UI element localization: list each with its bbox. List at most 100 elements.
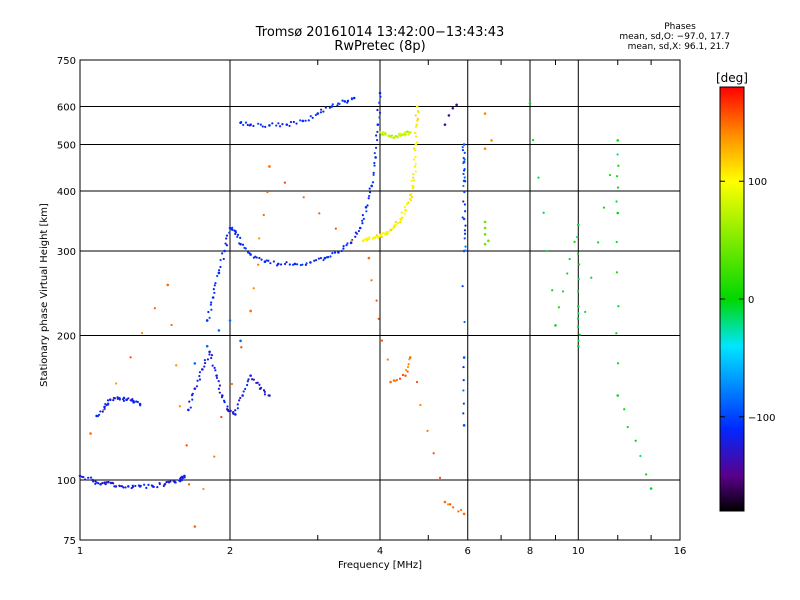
data-point xyxy=(623,408,626,411)
data-point xyxy=(362,217,365,220)
data-point xyxy=(252,287,255,290)
data-point xyxy=(367,197,370,200)
data-point xyxy=(252,378,255,381)
data-point xyxy=(364,205,368,209)
data-point xyxy=(320,108,323,111)
data-point xyxy=(127,397,130,400)
data-point xyxy=(374,146,378,149)
data-point xyxy=(134,484,137,488)
data-point xyxy=(462,389,465,392)
data-point xyxy=(153,307,156,310)
data-point xyxy=(193,362,197,365)
data-point xyxy=(174,481,177,484)
y-tick-label: 300 xyxy=(57,247,76,258)
data-point xyxy=(368,191,372,194)
data-point xyxy=(461,148,465,152)
data-point xyxy=(373,161,376,165)
data-point xyxy=(617,164,620,167)
data-point xyxy=(375,134,378,137)
data-point xyxy=(319,111,322,114)
data-point xyxy=(370,279,373,282)
data-point xyxy=(349,241,353,245)
x-tick-label: 1 xyxy=(77,546,83,557)
data-point xyxy=(463,167,466,171)
data-point xyxy=(193,387,197,390)
data-point xyxy=(561,290,565,293)
data-point xyxy=(219,258,222,262)
data-point xyxy=(180,478,184,482)
data-point xyxy=(463,320,466,324)
phase-stats-heading: Phases xyxy=(664,22,696,32)
data-point xyxy=(213,284,216,287)
data-point xyxy=(316,112,320,115)
data-point xyxy=(301,263,304,266)
data-point xyxy=(463,232,467,235)
colorbar-label: [deg] xyxy=(716,71,748,85)
data-point xyxy=(99,482,102,486)
data-point xyxy=(464,224,467,227)
data-point xyxy=(487,239,490,243)
data-point xyxy=(354,235,357,238)
data-point xyxy=(376,108,379,112)
phase-stats: Phases mean, sd,O: −97.0, 17.7 mean, sd,… xyxy=(600,22,730,52)
data-point xyxy=(225,234,229,237)
data-point xyxy=(414,131,417,135)
data-point xyxy=(191,398,194,401)
data-point xyxy=(370,184,374,188)
data-point xyxy=(123,397,126,400)
data-point xyxy=(331,252,334,255)
data-point xyxy=(414,125,418,128)
data-point xyxy=(289,120,293,124)
data-point xyxy=(410,195,413,199)
data-point xyxy=(216,274,219,278)
data-point xyxy=(281,123,284,126)
data-point xyxy=(152,485,155,488)
data-point xyxy=(239,396,242,400)
data-point xyxy=(576,325,580,328)
data-point xyxy=(380,233,383,236)
data-point xyxy=(372,173,375,177)
data-point xyxy=(615,271,619,274)
data-point xyxy=(375,299,378,302)
data-point xyxy=(404,368,408,372)
data-point xyxy=(463,203,467,206)
data-point xyxy=(327,256,330,259)
data-point xyxy=(406,365,410,369)
data-point xyxy=(329,255,332,258)
data-point xyxy=(240,346,243,349)
data-point xyxy=(264,125,267,128)
colorbar-tick-label: 100 xyxy=(748,177,767,188)
data-point xyxy=(94,482,97,485)
data-point xyxy=(330,105,334,108)
data-point xyxy=(408,131,412,134)
data-point xyxy=(262,389,266,392)
data-point xyxy=(206,358,210,361)
data-point xyxy=(462,172,465,176)
data-point xyxy=(225,237,228,240)
data-point xyxy=(269,262,272,265)
data-point xyxy=(207,310,210,314)
data-point xyxy=(576,305,580,308)
data-point xyxy=(263,390,266,393)
data-point xyxy=(396,136,400,139)
data-point xyxy=(577,312,580,315)
data-point xyxy=(263,393,267,396)
y-axis-label: Stationary phase Virtual Height [km] xyxy=(39,203,50,387)
data-point xyxy=(398,377,402,380)
data-point xyxy=(257,263,260,266)
data-point xyxy=(411,184,414,188)
data-point xyxy=(234,413,237,416)
data-point xyxy=(234,232,237,236)
data-point xyxy=(189,406,192,409)
data-point xyxy=(413,147,416,150)
data-point xyxy=(107,402,110,405)
data-point xyxy=(577,339,580,342)
data-point xyxy=(386,358,389,361)
data-point xyxy=(275,124,278,127)
data-point xyxy=(379,95,382,98)
data-point xyxy=(217,269,221,272)
data-point xyxy=(247,378,250,381)
data-point xyxy=(414,149,417,152)
data-point xyxy=(324,106,327,109)
